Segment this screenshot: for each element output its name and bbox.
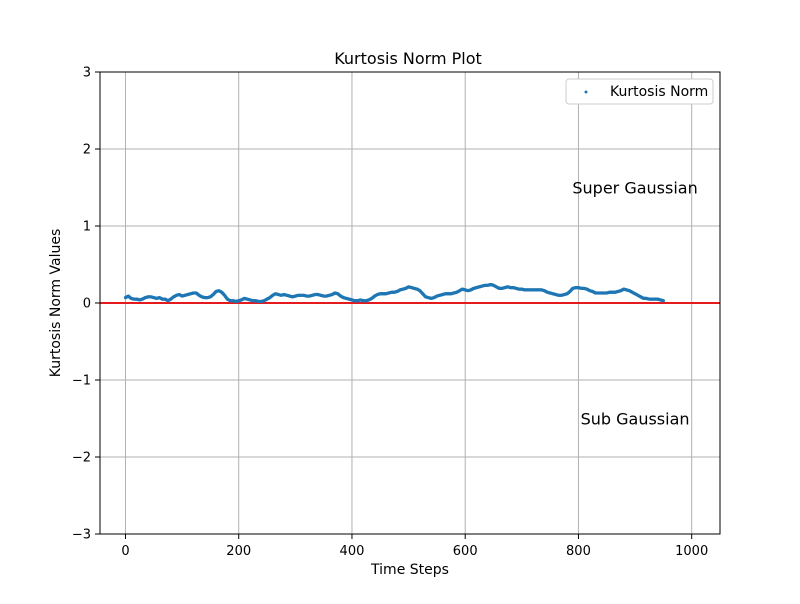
y-tick-label: −1: [72, 374, 91, 389]
y-tick-label: 2: [83, 143, 91, 158]
x-axis-ticks: 0 200 400 600 800 1000: [121, 534, 708, 559]
x-tick-label: 400: [340, 544, 365, 559]
data-points: [123, 282, 665, 304]
x-axis-label: Time Steps: [370, 562, 449, 578]
y-axis-label: Kurtosis Norm Values: [48, 229, 64, 377]
legend-label: Kurtosis Norm: [610, 84, 708, 100]
annotation-label: Super Gaussian: [572, 179, 697, 198]
y-tick-label: −2: [72, 451, 91, 466]
legend: Kurtosis Norm: [565, 78, 714, 105]
x-tick-label: 600: [453, 544, 478, 559]
y-axis-ticks: −3 −2 −1 0 1 2 3: [72, 66, 100, 543]
legend-marker: [584, 90, 588, 94]
x-tick-label: 800: [566, 544, 591, 559]
legend-box: [565, 78, 714, 105]
annotations: Super Gaussian Sub Gaussian: [572, 179, 697, 429]
x-tick-label: 200: [226, 544, 251, 559]
y-tick-label: 3: [83, 66, 91, 81]
annotation-label: Sub Gaussian: [581, 410, 690, 429]
x-tick-label: 0: [121, 544, 129, 559]
chart-title: Kurtosis Norm Plot: [334, 49, 482, 68]
y-tick-label: 0: [83, 297, 91, 312]
data-point: [661, 299, 665, 303]
y-tick-label: 1: [83, 220, 91, 235]
x-tick-label: 1000: [675, 544, 708, 559]
y-tick-label: −3: [72, 528, 91, 543]
